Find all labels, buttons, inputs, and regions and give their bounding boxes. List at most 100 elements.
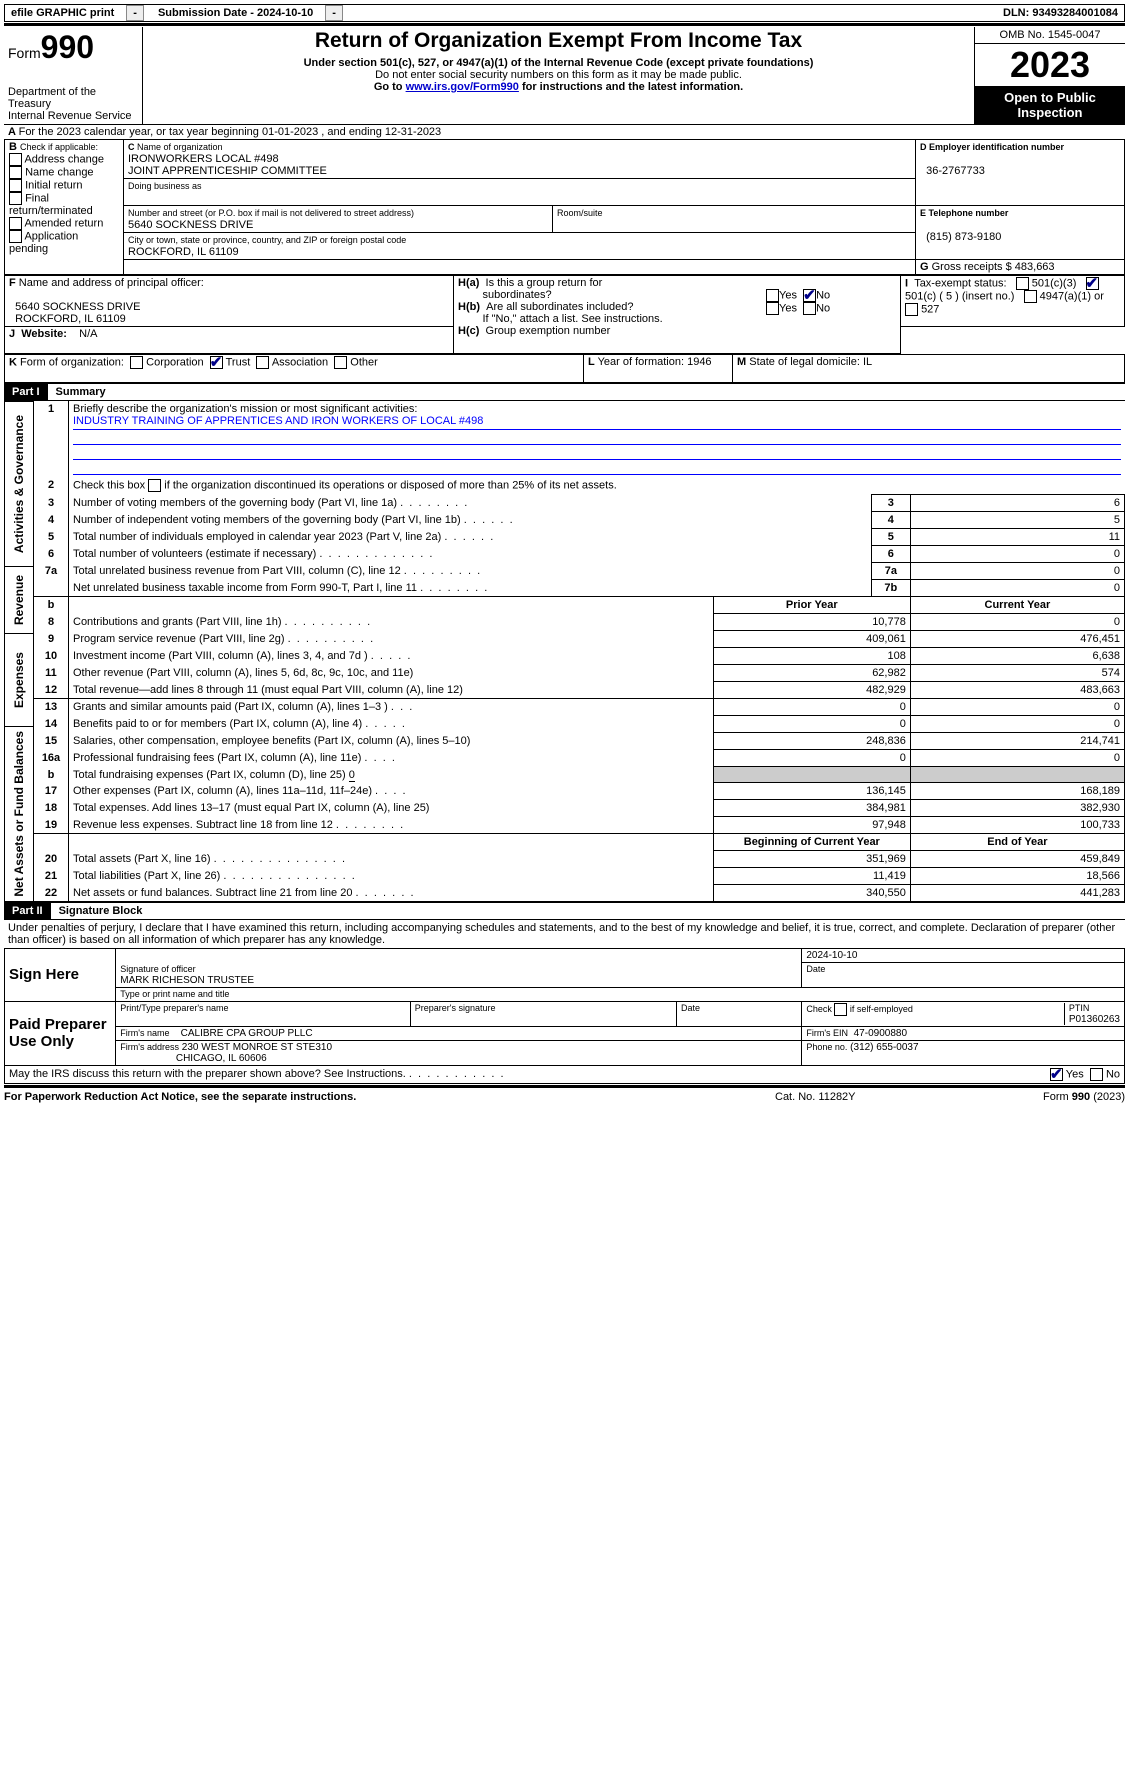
hdr-curr: Current Year: [910, 597, 1124, 614]
open-to-public: Open to Public Inspection: [975, 86, 1125, 124]
efile-label: efile GRAPHIC print: [5, 5, 120, 21]
l16ac: 0: [910, 750, 1124, 767]
mission-text: INDUSTRY TRAINING OF APPRENTICES AND IRO…: [73, 415, 1121, 430]
cb-amended[interactable]: [9, 217, 22, 230]
signature-table: Sign Here 2024-10-10 Signature of office…: [4, 948, 1125, 1066]
gross-receipts-val: 483,663: [1015, 261, 1055, 273]
paid-prep-lbl: Paid Preparer Use Only: [5, 1001, 116, 1065]
form-title: Return of Organization Exempt From Incom…: [147, 29, 970, 53]
cb-527[interactable]: [905, 303, 918, 316]
hdr-prior: Prior Year: [713, 597, 910, 614]
l9-desc: Program service revenue (Part VIII, line…: [73, 633, 285, 645]
irs-label: Internal Revenue Service: [8, 110, 138, 121]
cb-name-change[interactable]: [9, 166, 22, 179]
cb-501c[interactable]: [1086, 277, 1099, 290]
l8p: 10,778: [713, 614, 910, 631]
cb-ha-yes[interactable]: [766, 289, 779, 302]
tax-year: 2023: [975, 44, 1125, 86]
room-lbl: Room/suite: [557, 208, 603, 218]
ptin-val: P01360263: [1069, 1014, 1120, 1025]
firm-addr1: 230 WEST MONROE ST STE310: [182, 1042, 332, 1053]
fhij-table: F Name and address of principal officer:…: [4, 275, 1125, 354]
l19c: 100,733: [910, 817, 1124, 834]
l2-desc: Check this box if the organization disco…: [69, 477, 1125, 495]
cb-initial-return[interactable]: [9, 179, 22, 192]
cb-hb-no[interactable]: [803, 302, 816, 315]
l18c: 382,930: [910, 800, 1124, 817]
top-bar: efile GRAPHIC print - Submission Date - …: [4, 4, 1125, 22]
website-lbl: Website:: [21, 328, 67, 340]
l19-desc: Revenue less expenses. Subtract line 18 …: [73, 819, 333, 831]
goto-line: Go to www.irs.gov/Form990 for instructio…: [147, 81, 970, 93]
cb-other[interactable]: [334, 356, 347, 369]
cb-final-return[interactable]: [9, 192, 22, 205]
sign-here-lbl: Sign Here: [5, 949, 116, 1002]
cb-hb-yes[interactable]: [766, 302, 779, 315]
cb-discuss-yes[interactable]: [1050, 1068, 1063, 1081]
form-subtitle-1: Under section 501(c), 527, or 4947(a)(1)…: [147, 57, 970, 69]
tel-val: (815) 873-9180: [926, 231, 1001, 243]
cb-discontinued[interactable]: [148, 479, 161, 492]
penalty-text: Under penalties of perjury, I declare th…: [4, 920, 1125, 948]
gross-receipts-lbl: Gross receipts $: [932, 261, 1012, 273]
l19p: 97,948: [713, 817, 910, 834]
btn-efile[interactable]: -: [126, 5, 144, 21]
cb-assoc[interactable]: [256, 356, 269, 369]
l11-desc: Other revenue (Part VIII, column (A), li…: [73, 667, 413, 679]
l14p: 0: [713, 716, 910, 733]
cb-corp[interactable]: [130, 356, 143, 369]
name-lbl: Name of organization: [137, 142, 223, 152]
l12c: 483,663: [910, 682, 1124, 699]
l7b-val: 0: [910, 580, 1124, 597]
l16a-desc: Professional fundraising fees (Part IX, …: [73, 752, 361, 764]
dln-label: DLN:: [1003, 7, 1029, 19]
form-header: Form990 Department of the Treasury Inter…: [4, 27, 1125, 124]
website-val: N/A: [79, 328, 97, 340]
l6-val: 0: [910, 546, 1124, 563]
cb-address-change[interactable]: [9, 153, 22, 166]
discuss-row: May the IRS discuss this return with the…: [4, 1066, 1125, 1084]
cb-4947[interactable]: [1024, 290, 1037, 303]
form-page: Form 990 (2023): [975, 1091, 1125, 1103]
summary-table: 1 Briefly describe the organization's mi…: [34, 401, 1125, 902]
l7a-val: 0: [910, 563, 1124, 580]
tel-lbl: E Telephone number: [920, 208, 1008, 218]
firm-addr-lbl: Firm's address: [120, 1042, 179, 1052]
l14c: 0: [910, 716, 1124, 733]
city-lbl: City or town, state or province, country…: [128, 235, 406, 245]
cb-ha-no[interactable]: [803, 289, 816, 302]
goto-link[interactable]: www.irs.gov/Form990: [406, 81, 519, 93]
state-dom-val: IL: [863, 356, 872, 368]
l18p: 384,981: [713, 800, 910, 817]
city-val: ROCKFORD, IL 61109: [128, 246, 239, 258]
l7b-desc: Net unrelated business taxable income fr…: [73, 582, 417, 594]
tax-exempt-lbl: Tax-exempt status:: [914, 277, 1006, 289]
ein-lbl: D Employer identification number: [920, 142, 1064, 152]
btn-sub[interactable]: -: [325, 5, 343, 21]
org-name-1: IRONWORKERS LOCAL #498: [128, 153, 279, 165]
prep-name-lbl: Print/Type preparer's name: [120, 1003, 228, 1013]
year-form-lbl: Year of formation:: [598, 356, 684, 368]
cb-app-pending[interactable]: [9, 230, 22, 243]
state-dom-lbl: State of legal domicile:: [749, 356, 860, 368]
date-lbl: Date: [806, 964, 825, 974]
hc-text: Group exemption number: [486, 325, 611, 337]
l22p: 340,550: [713, 885, 910, 902]
year-form-val: 1946: [687, 356, 711, 368]
addr-val: 5640 SOCKNESS DRIVE: [128, 219, 253, 231]
info-table: B Check if applicable: Address change Na…: [4, 139, 1125, 275]
phone-lbl: Phone no.: [806, 1042, 847, 1052]
cb-trust[interactable]: [210, 356, 223, 369]
part-2-header: Part II Signature Block: [4, 902, 1125, 920]
cb-501c3[interactable]: [1016, 277, 1029, 290]
prep-date-lbl: Date: [681, 1003, 700, 1013]
l15c: 214,741: [910, 733, 1124, 750]
side-na: Net Assets or Fund Balances: [10, 727, 28, 901]
l7a-desc: Total unrelated business revenue from Pa…: [73, 565, 401, 577]
klm-table: K Form of organization: Corporation Trus…: [4, 354, 1125, 383]
sig-date-val: 2024-10-10: [802, 949, 1125, 963]
cb-self-emp[interactable]: [834, 1003, 847, 1016]
officer-addr2: ROCKFORD, IL 61109: [15, 313, 126, 325]
cb-discuss-no[interactable]: [1090, 1068, 1103, 1081]
l20p: 351,969: [713, 851, 910, 868]
